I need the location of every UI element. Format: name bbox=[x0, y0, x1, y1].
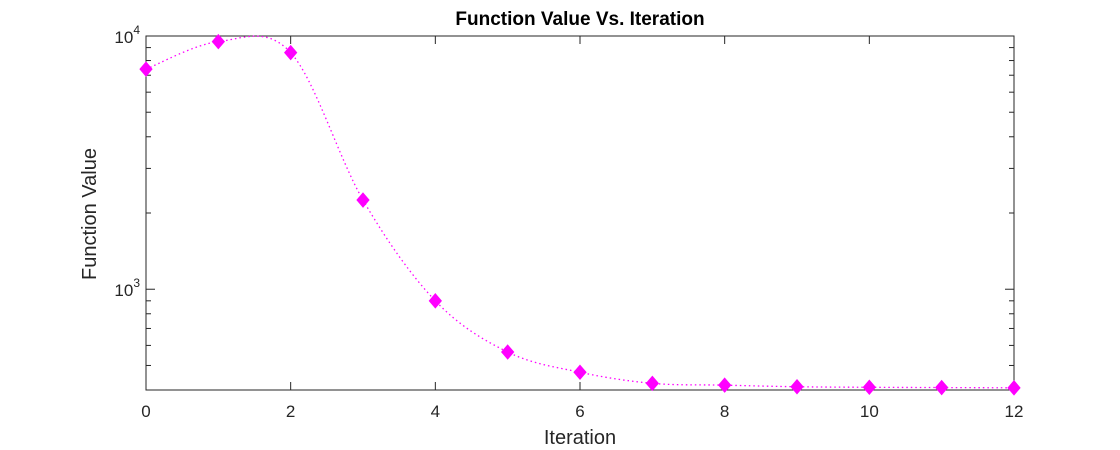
data-point-marker bbox=[139, 61, 153, 77]
data-point-marker bbox=[790, 378, 804, 395]
y-tick-label: 103 bbox=[114, 276, 140, 300]
x-tick-label: 8 bbox=[720, 402, 729, 421]
axes-frame bbox=[145, 35, 1015, 391]
data-point-marker bbox=[501, 344, 515, 360]
plot-area bbox=[139, 33, 1021, 396]
x-tick-label: 0 bbox=[141, 402, 150, 421]
y-axis: 103 104 bbox=[114, 23, 1014, 391]
data-point-marker bbox=[573, 364, 587, 381]
x-tick-label: 2 bbox=[286, 402, 295, 421]
x-tick-label: 6 bbox=[575, 402, 584, 421]
x-axis: 0 2 4 6 8 10 12 bbox=[141, 36, 1023, 421]
data-point-marker bbox=[211, 33, 225, 50]
x-axis-label: Iteration bbox=[544, 427, 616, 449]
x-tick-label: 12 bbox=[1005, 402, 1024, 421]
x-tick-label: 10 bbox=[860, 402, 879, 421]
data-point-marker bbox=[718, 377, 732, 393]
data-point-marker bbox=[935, 379, 949, 396]
axes-box bbox=[145, 35, 1015, 391]
data-point-marker bbox=[862, 379, 876, 396]
data-point-marker bbox=[428, 293, 442, 309]
data-point-marker bbox=[645, 375, 659, 392]
y-axis-label: Function Value bbox=[79, 148, 101, 280]
x-tick-label: 4 bbox=[431, 402, 440, 421]
series-line bbox=[145, 35, 1015, 389]
data-point-marker bbox=[284, 44, 298, 61]
data-point-marker bbox=[1007, 380, 1021, 396]
data-point-marker bbox=[356, 192, 370, 208]
y-tick-label: 104 bbox=[114, 23, 140, 47]
chart-title: Function Value Vs. Iteration bbox=[455, 9, 704, 30]
